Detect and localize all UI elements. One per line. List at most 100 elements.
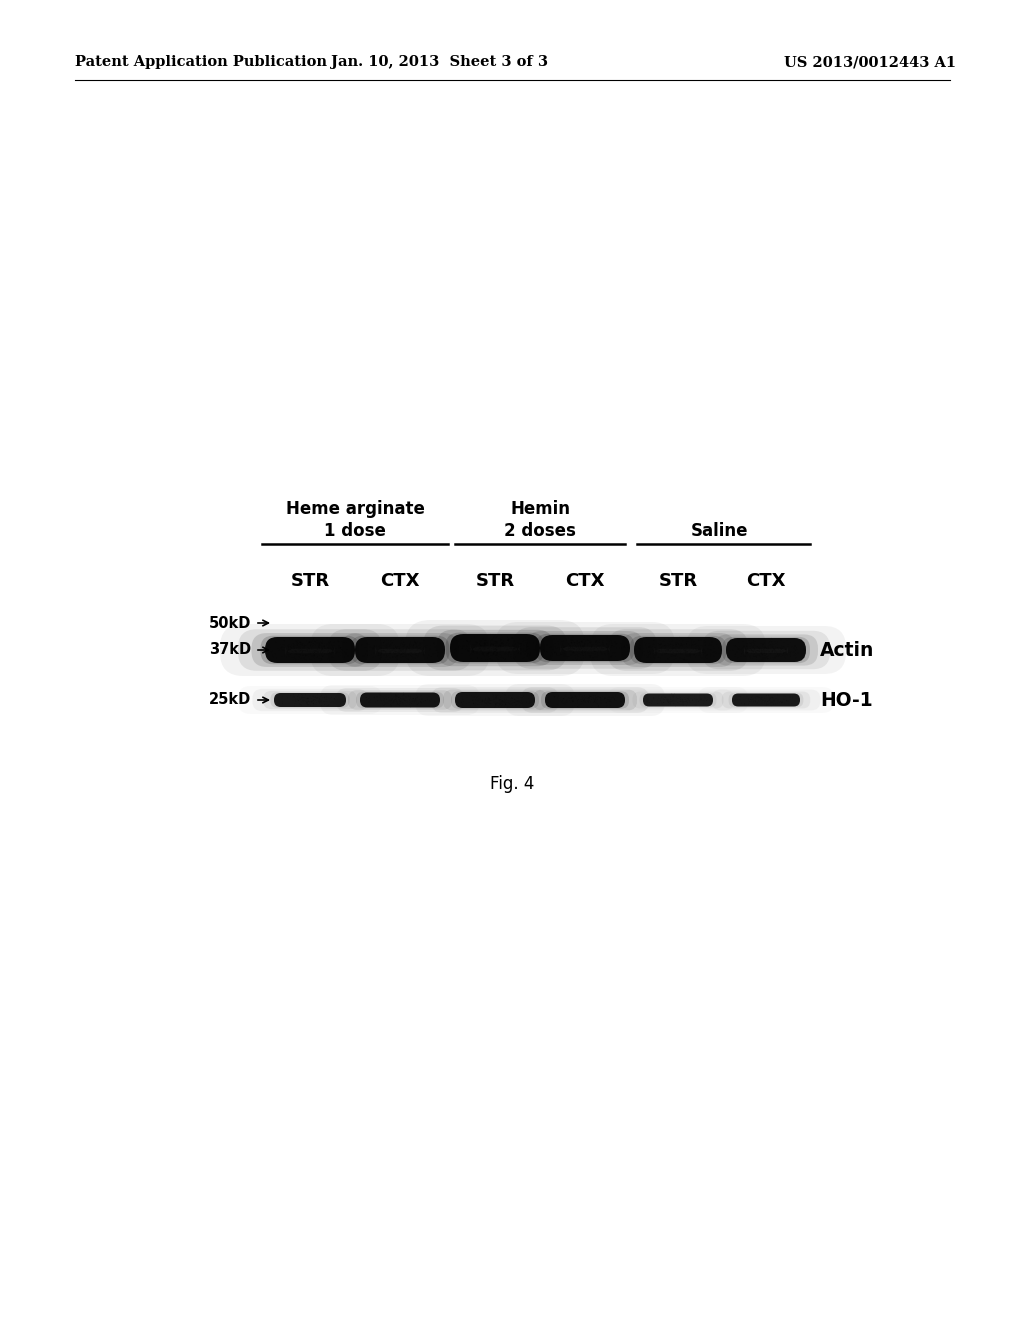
Point — [742, 689, 759, 710]
Point — [591, 630, 607, 651]
Point — [267, 632, 284, 653]
Point — [663, 634, 679, 655]
Point — [561, 634, 578, 655]
Point — [286, 638, 302, 659]
Point — [568, 649, 585, 671]
Point — [727, 644, 743, 665]
Point — [599, 696, 615, 717]
Point — [515, 628, 531, 649]
Point — [396, 690, 413, 711]
Point — [489, 636, 506, 657]
Point — [601, 636, 617, 657]
Point — [570, 643, 587, 664]
Point — [563, 685, 580, 706]
Point — [492, 640, 508, 661]
Point — [274, 636, 291, 657]
Point — [307, 642, 324, 663]
Point — [316, 636, 333, 657]
Point — [685, 635, 701, 656]
Point — [372, 684, 388, 705]
Point — [350, 640, 367, 661]
Point — [298, 690, 314, 711]
Point — [553, 643, 569, 664]
Point — [301, 685, 317, 706]
Point — [398, 639, 415, 660]
Point — [443, 636, 460, 657]
Point — [680, 627, 696, 648]
Point — [387, 628, 403, 649]
Text: 25kD: 25kD — [209, 693, 251, 708]
Point — [386, 635, 402, 656]
Point — [291, 689, 307, 710]
Point — [589, 640, 605, 661]
Point — [487, 635, 504, 656]
Point — [330, 640, 346, 661]
Point — [394, 685, 411, 706]
Point — [750, 686, 766, 708]
Point — [300, 649, 316, 671]
Point — [478, 645, 495, 667]
Point — [378, 634, 394, 655]
Point — [656, 642, 673, 663]
Point — [310, 649, 327, 671]
Point — [293, 642, 309, 663]
Point — [296, 640, 312, 661]
Point — [492, 696, 508, 717]
Point — [507, 636, 523, 657]
Point — [609, 688, 626, 709]
Point — [582, 645, 598, 667]
Point — [329, 647, 345, 668]
Point — [646, 642, 663, 663]
Point — [749, 640, 765, 661]
Point — [588, 636, 604, 657]
Point — [313, 639, 330, 660]
Point — [311, 645, 328, 667]
Point — [572, 689, 589, 710]
Point — [383, 643, 399, 664]
Point — [574, 632, 591, 653]
Point — [659, 692, 676, 713]
Point — [377, 640, 393, 661]
Point — [679, 645, 695, 667]
Point — [692, 688, 709, 709]
Point — [392, 647, 409, 668]
Point — [391, 643, 408, 664]
Point — [574, 636, 591, 657]
Point — [295, 638, 311, 659]
Point — [274, 639, 291, 660]
Point — [749, 647, 765, 668]
Point — [752, 645, 768, 667]
Point — [677, 643, 693, 664]
Point — [701, 634, 718, 655]
Point — [595, 644, 611, 665]
Point — [391, 638, 408, 659]
Point — [782, 634, 799, 655]
Point — [403, 689, 420, 710]
Point — [561, 638, 578, 659]
Point — [596, 635, 612, 656]
Point — [500, 644, 516, 665]
Point — [304, 639, 321, 660]
Point — [682, 636, 698, 657]
Point — [485, 635, 502, 656]
Point — [380, 649, 396, 671]
Point — [649, 689, 666, 710]
Point — [727, 643, 743, 664]
Point — [560, 692, 577, 713]
Point — [482, 689, 499, 710]
Point — [396, 632, 413, 653]
Point — [586, 649, 602, 671]
Point — [582, 692, 598, 713]
Point — [742, 643, 759, 664]
Point — [274, 690, 291, 711]
Point — [729, 639, 745, 660]
Point — [410, 647, 426, 668]
Point — [757, 693, 773, 714]
Point — [686, 642, 702, 663]
Point — [321, 694, 337, 715]
Point — [697, 647, 714, 668]
Point — [562, 638, 579, 659]
Point — [450, 631, 466, 652]
Point — [511, 685, 527, 706]
Point — [375, 643, 391, 664]
